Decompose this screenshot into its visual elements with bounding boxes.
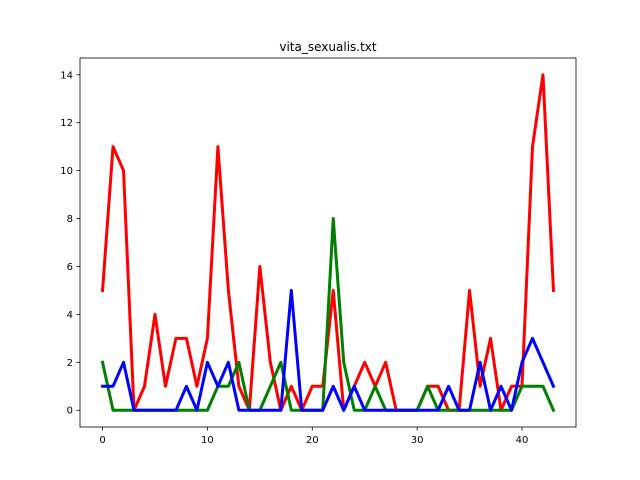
x-tick-label: 20 [306,435,319,446]
x-tick-label: 30 [411,435,424,446]
chart-title: vita_sexualis.txt [279,40,377,54]
y-tick-label: 12 [60,118,73,129]
x-tick-label: 10 [201,435,214,446]
y-tick-label: 8 [67,214,73,225]
y-tick-label: 2 [67,358,73,369]
y-tick-label: 14 [60,70,73,81]
x-tick-label: 40 [516,435,529,446]
series-line-3 [101,288,556,412]
plot-area: 0 10 20 30 40 0 2 4 6 8 10 12 14 [60,57,577,446]
series-line-2 [100,217,556,413]
y-tick-label: 4 [67,310,73,321]
y-tick-label: 10 [60,166,73,177]
axes-frame [79,57,577,428]
x-tick-label: 0 [99,435,105,446]
y-tick-label: 0 [67,406,73,417]
y-tick-label: 6 [67,262,73,273]
